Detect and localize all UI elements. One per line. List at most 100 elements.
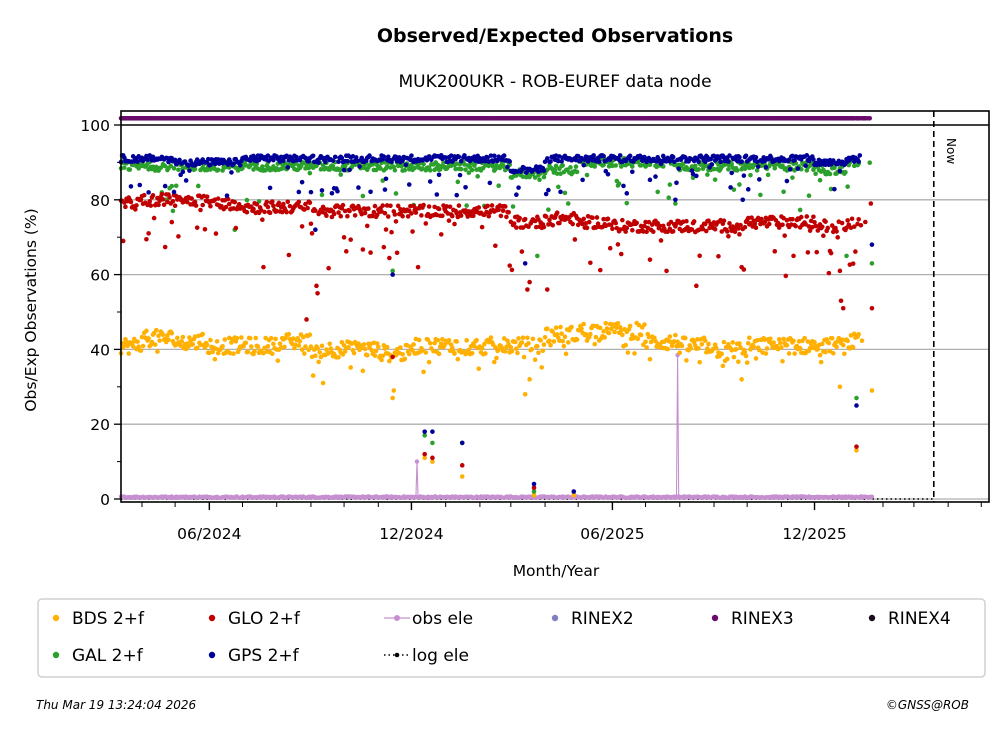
- gps-point: [430, 429, 435, 434]
- glo-point: [281, 201, 286, 207]
- glo-point: [594, 215, 600, 220]
- bds-point: [837, 384, 843, 390]
- gps-point: [571, 489, 577, 494]
- glo-point: [208, 203, 213, 209]
- glo-point: [415, 264, 421, 270]
- glo-point: [703, 228, 709, 234]
- gps-point: [811, 157, 816, 162]
- glo-point: [668, 219, 674, 225]
- gps-point: [357, 164, 362, 169]
- bds-point: [421, 369, 426, 375]
- gal-point: [726, 167, 731, 172]
- gal-point: [854, 395, 859, 401]
- bds-point: [508, 345, 514, 350]
- glo-point: [314, 283, 319, 289]
- bds-point: [318, 354, 324, 360]
- glo-point: [547, 217, 552, 223]
- glo-point: [204, 194, 210, 199]
- gps-point: [542, 159, 548, 165]
- gal-point: [122, 165, 127, 170]
- gps-point: [501, 153, 507, 158]
- bds-point: [435, 337, 441, 343]
- glo-point: [782, 233, 787, 238]
- glo-point: [410, 229, 415, 234]
- gps-point: [457, 172, 463, 178]
- bds-point: [562, 334, 568, 340]
- bds-point: [724, 356, 730, 362]
- gps-point: [162, 183, 168, 189]
- glo-point: [762, 219, 768, 225]
- glo-point: [742, 224, 748, 230]
- bds-point: [166, 337, 171, 343]
- gal-point: [680, 161, 686, 167]
- bds-point: [222, 337, 228, 342]
- bds-point: [850, 345, 856, 350]
- bds-point: [636, 322, 642, 328]
- glo-point: [839, 220, 845, 226]
- gps-point: [427, 179, 433, 184]
- reference-markers: Now: [932, 111, 958, 502]
- gal-point: [780, 163, 785, 169]
- bds-point: [275, 358, 281, 363]
- legend-label: BDS 2+f: [72, 609, 145, 629]
- gps-point: [310, 153, 316, 159]
- glo-point: [500, 208, 506, 214]
- gal-point: [827, 171, 833, 177]
- legend-item: GLO 2+f: [208, 609, 301, 629]
- legend-label: log ele: [412, 646, 469, 666]
- gps-point: [857, 153, 863, 158]
- gps-point: [278, 154, 284, 160]
- bds-point: [731, 354, 737, 360]
- gps-point: [505, 164, 510, 170]
- bds-point: [826, 340, 832, 346]
- glo-point: [706, 218, 711, 224]
- glo-point: [834, 229, 839, 234]
- bds-point: [603, 320, 609, 326]
- bds-point: [526, 341, 531, 346]
- glo-point: [527, 279, 532, 285]
- gps-point: [837, 168, 843, 174]
- gps-point: [543, 191, 549, 197]
- glo-point: [684, 218, 689, 224]
- legend: BDS 2+f GLO 2+f obs ele RINEX2 RINEX3 RINEX4 G…: [37, 598, 986, 678]
- bds-point: [313, 353, 318, 359]
- gps-point: [313, 227, 318, 233]
- gps-point: [231, 161, 236, 167]
- bds-point: [372, 353, 378, 358]
- gps-point: [186, 163, 191, 169]
- gps-point: [544, 156, 550, 161]
- gps-point: [436, 172, 442, 178]
- glo-point: [133, 207, 138, 212]
- glo-point: [422, 451, 427, 457]
- bds-point: [505, 338, 510, 344]
- gal-point: [790, 175, 795, 180]
- glo-point: [264, 199, 270, 205]
- bds-point: [310, 373, 316, 378]
- bds-point: [739, 377, 744, 382]
- glo-point: [759, 216, 764, 222]
- bds-point: [503, 349, 508, 354]
- bds-point: [296, 343, 302, 348]
- glo-point: [141, 192, 147, 198]
- gps-point: [688, 156, 694, 162]
- gal-point: [758, 192, 763, 198]
- glo-point: [213, 231, 219, 236]
- bds-point: [764, 346, 770, 351]
- glo-point: [449, 213, 455, 219]
- bds-point: [387, 358, 392, 364]
- glo-point: [347, 208, 352, 214]
- glo-point: [156, 202, 161, 208]
- gps-point: [709, 162, 715, 167]
- glo-point: [615, 242, 621, 247]
- glo-point: [345, 213, 350, 219]
- gal-point: [781, 189, 786, 195]
- glo-point: [586, 219, 592, 225]
- glo-point: [215, 196, 221, 201]
- gal-point: [556, 184, 561, 190]
- legend-item: RINEX4: [868, 609, 951, 629]
- glo-point: [766, 221, 772, 227]
- bds-point: [601, 329, 606, 334]
- gps-point: [128, 184, 134, 189]
- glo-point: [202, 226, 208, 232]
